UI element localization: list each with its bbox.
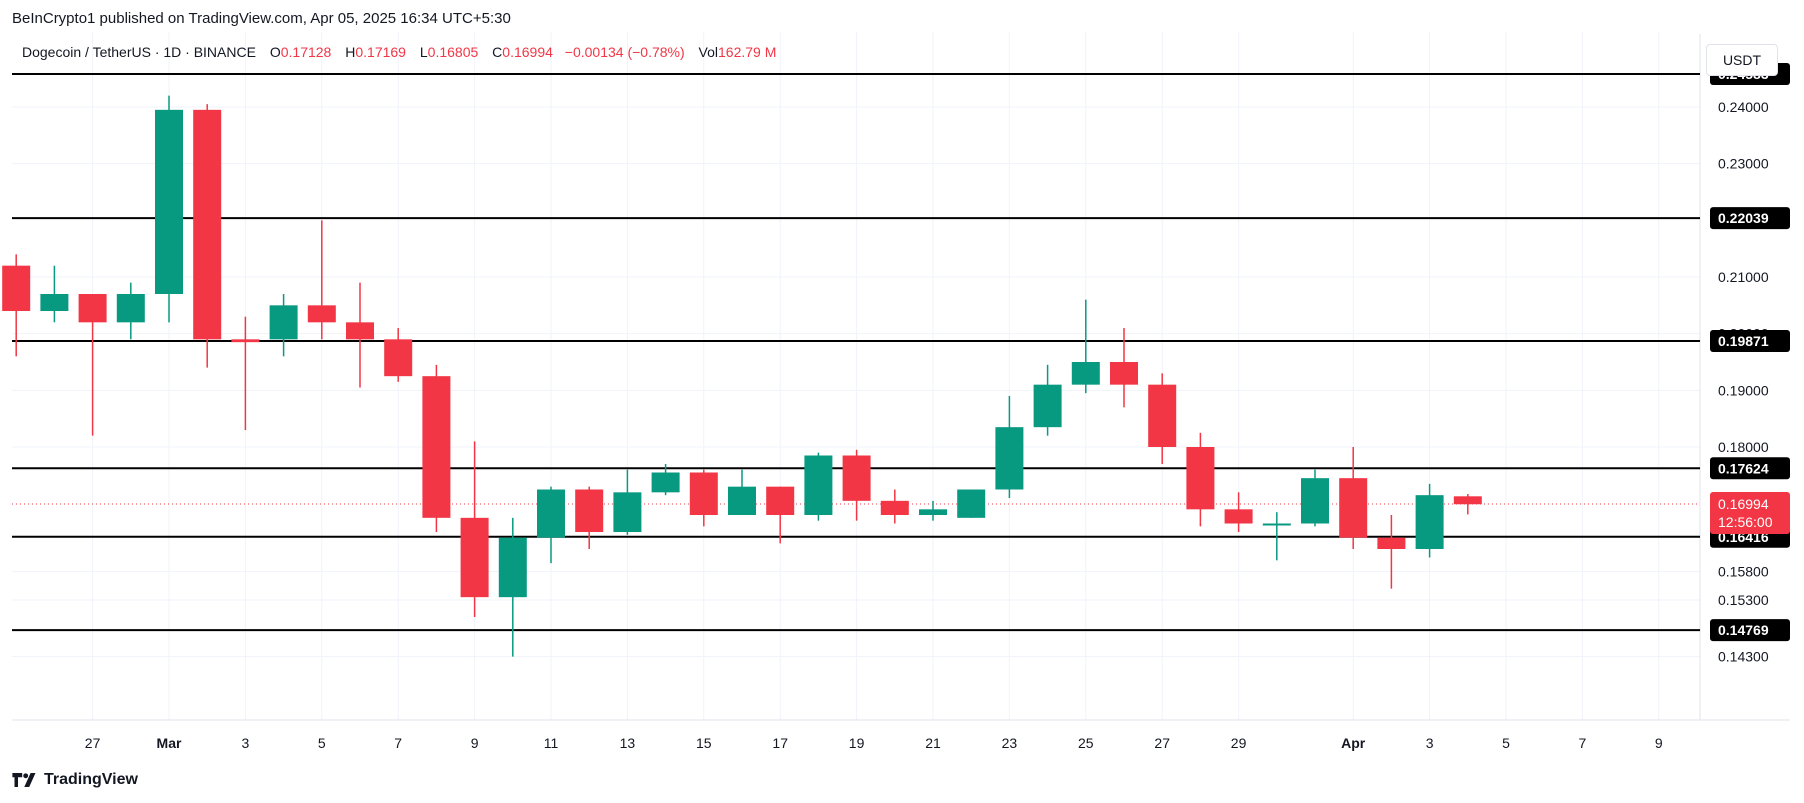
candle-body — [1033, 384, 1062, 428]
tradingview-logo-icon — [12, 773, 36, 787]
x-tick-label: 11 — [544, 735, 559, 751]
level-label: 0.22039 — [1718, 210, 1769, 226]
candle-body — [842, 455, 871, 501]
candle-body — [1110, 362, 1138, 385]
y-tick-label: 0.18000 — [1718, 439, 1769, 455]
volume-value: 162.79 M — [718, 44, 777, 60]
x-tick-label: 25 — [1078, 735, 1094, 751]
candle-body — [1224, 509, 1253, 524]
change-value: −0.00134 (−0.78%) — [564, 44, 685, 60]
footer-brand: TradingView — [12, 771, 138, 789]
candle-body — [728, 486, 756, 515]
candle-body — [575, 489, 604, 532]
x-tick-label: 21 — [925, 735, 941, 751]
candle-body — [460, 517, 489, 598]
last-price-label: 0.16994 — [1718, 496, 1769, 512]
candle-body — [346, 322, 374, 340]
x-tick-label: 23 — [1002, 735, 1018, 751]
x-tick-label: 27 — [1154, 735, 1170, 751]
symbol-legend: Dogecoin / TetherUS · 1D · BINANCE O0.17… — [22, 44, 776, 60]
x-tick-label: 27 — [85, 735, 101, 751]
candle-body — [766, 486, 795, 515]
candle-body — [384, 339, 413, 377]
candle-body — [78, 294, 107, 323]
level-label: 0.17624 — [1718, 460, 1769, 476]
x-tick-label: 7 — [394, 735, 402, 751]
y-tick-label: 0.24000 — [1718, 99, 1769, 115]
x-tick-label: 19 — [849, 735, 865, 751]
y-tick-label: 0.23000 — [1718, 156, 1769, 172]
y-tick-label: 0.19000 — [1718, 382, 1769, 398]
x-tick-label: 13 — [620, 735, 636, 751]
y-tick-label: 0.21000 — [1718, 269, 1769, 285]
candle-body — [957, 489, 986, 518]
x-tick-label: 9 — [1655, 735, 1663, 751]
x-tick-label: 9 — [471, 735, 479, 751]
x-tick-label: Apr — [1341, 735, 1366, 751]
high-label: H — [345, 44, 356, 60]
candle-body — [1453, 496, 1482, 505]
y-tick-label: 0.15300 — [1718, 592, 1769, 608]
level-label-bg — [1710, 619, 1790, 642]
open-value: 0.17128 — [280, 44, 332, 60]
candle-body — [613, 492, 642, 532]
level-label-bg — [1710, 457, 1790, 480]
x-tick-label: 5 — [318, 735, 326, 751]
candle-body — [498, 537, 527, 598]
open-label: O — [269, 44, 281, 60]
x-tick-label: 7 — [1579, 735, 1587, 751]
candle-body — [1377, 537, 1406, 549]
currency-button[interactable]: USDT — [1706, 44, 1778, 76]
low-label: L — [419, 44, 428, 60]
candle-body — [689, 472, 718, 515]
x-tick-label: Mar — [157, 735, 182, 751]
tradingview-brand: TradingView — [44, 771, 138, 788]
countdown-label: 12:56:00 — [1718, 514, 1773, 530]
candle-body — [804, 455, 833, 515]
y-tick-label: 0.15800 — [1718, 564, 1769, 580]
candle-body — [1071, 362, 1100, 385]
candle-body — [1148, 384, 1177, 447]
candle-body — [1339, 478, 1368, 538]
candle-body — [537, 489, 565, 538]
candle-body — [1186, 447, 1215, 510]
x-tick-label: 17 — [772, 735, 788, 751]
candle-body — [651, 472, 680, 493]
low-value: 0.16805 — [427, 44, 479, 60]
level-label: 0.19871 — [1718, 333, 1769, 349]
candle-body — [40, 294, 69, 311]
candle-body — [269, 305, 298, 340]
candle-body — [116, 294, 145, 323]
last-price-badge — [1710, 492, 1790, 535]
candle-body — [231, 339, 260, 343]
candle-body — [193, 109, 222, 340]
x-tick-label: 29 — [1231, 735, 1247, 751]
volume-label: Vol — [698, 44, 719, 60]
x-tick-label: 3 — [1426, 735, 1434, 751]
candle-body — [880, 500, 909, 515]
chart-frame[interactable]: 0.240000.230000.210000.200000.190000.180… — [0, 32, 1804, 768]
candlestick-chart[interactable]: 0.240000.230000.210000.200000.190000.180… — [0, 32, 1804, 768]
candle-body — [2, 265, 31, 311]
candle-body — [1262, 523, 1291, 526]
x-tick-label: 5 — [1502, 735, 1510, 751]
level-label: 0.14769 — [1718, 622, 1769, 638]
candle-body — [995, 427, 1024, 490]
close-value: 0.16994 — [502, 44, 553, 60]
candle-body — [155, 109, 183, 294]
x-tick-label: 3 — [242, 735, 250, 751]
candle-body — [1301, 478, 1329, 524]
symbol-name: Dogecoin / TetherUS · 1D · BINANCE — [22, 44, 256, 60]
candle-body — [1415, 495, 1444, 549]
publisher-caption: BeInCrypto1 published on TradingView.com… — [12, 10, 511, 27]
level-label-bg — [1710, 329, 1790, 352]
candle-body — [307, 305, 336, 323]
y-tick-label: 0.14300 — [1718, 649, 1769, 665]
candle-body — [919, 509, 947, 515]
level-label-bg — [1710, 207, 1790, 230]
close-label: C — [492, 44, 503, 60]
candle-body — [422, 376, 451, 518]
high-value: 0.17169 — [355, 44, 406, 60]
x-tick-label: 15 — [696, 735, 712, 751]
